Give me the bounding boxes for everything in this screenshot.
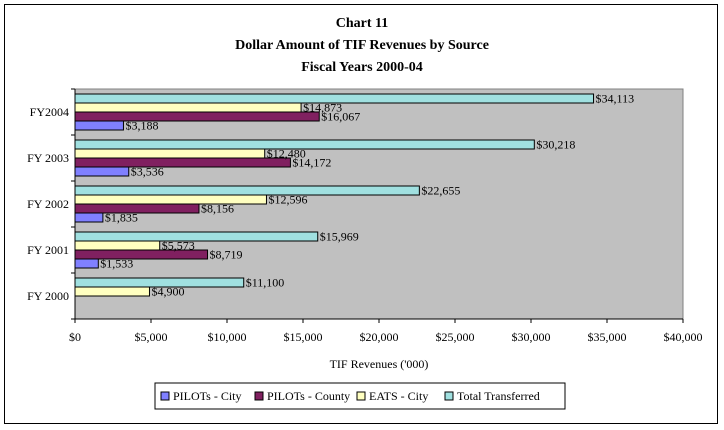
data-label-pilots-county-fy2004: $16,067 <box>321 110 360 124</box>
data-label-eats-city-fy-2003: $12,480 <box>267 147 306 161</box>
y-tick-label-fy-2001: FY 2001 <box>27 243 69 257</box>
chart-title-line-3: Fiscal Years 2000-04 <box>301 60 423 75</box>
legend-label-total-transferred: Total Transferred <box>457 389 540 403</box>
x-tick-label-10000: $10,000 <box>208 330 247 344</box>
chart-title-line-2: Dollar Amount of TIF Revenues by Source <box>235 38 489 53</box>
legend-label-pilots-city: PILOTs - City <box>173 389 242 403</box>
data-label-pilots-city-fy-2002: $1,835 <box>105 211 138 225</box>
bar-pilots-city-fy-2002 <box>74 212 104 223</box>
x-tick-label-35000: $35,000 <box>588 330 627 344</box>
bar-total-transferred-fy-2001 <box>74 231 319 242</box>
bars-group <box>74 93 595 297</box>
bar-pilots-city-fy-2003 <box>74 166 130 177</box>
legend-swatch-eats-city <box>356 391 366 401</box>
x-tick-label-20000: $20,000 <box>360 330 399 344</box>
legend-swatch-pilots-city <box>160 391 170 401</box>
y-tick-label-fy2004: FY2004 <box>30 105 69 119</box>
bar-pilots-county-fy2004 <box>74 111 320 122</box>
data-label-pilots-city-fy2004: $3,188 <box>125 119 158 133</box>
bar-total-transferred-fy-2002 <box>74 185 420 196</box>
data-label-eats-city-fy-2001: $5,573 <box>162 239 195 253</box>
bar-eats-city-fy-2000 <box>74 286 150 297</box>
bar-pilots-city-fy2004 <box>74 120 124 131</box>
data-label-total-transferred-fy-2000: $11,100 <box>246 276 285 290</box>
bar-eats-city-fy-2002 <box>74 194 267 205</box>
bar-eats-city-fy2004 <box>74 102 302 113</box>
y-tick-labels-group: FY2004 FY 2003 FY 2002 FY 2001 FY 2000 <box>27 105 69 303</box>
data-label-pilots-county-fy-2003: $14,172 <box>292 156 331 170</box>
y-tick-label-fy-2003: FY 2003 <box>27 151 69 165</box>
legend: PILOTs - City PILOTs - County EATS - City T… <box>154 382 566 410</box>
legend-swatch-total-transferred <box>444 391 454 401</box>
x-tick-label-25000: $25,000 <box>436 330 475 344</box>
x-tick-label-40000: $40,000 <box>664 330 703 344</box>
data-label-pilots-county-fy-2002: $8,156 <box>201 202 234 216</box>
x-tick-label-0: $0 <box>69 330 81 344</box>
data-label-eats-city-fy2004: $14,873 <box>303 101 342 115</box>
data-label-total-transferred-fy2004: $34,113 <box>596 92 635 106</box>
bar-pilots-county-fy-2003 <box>74 157 291 168</box>
chart-frame: Chart 11 Dollar Amount of TIF Revenues b… <box>4 4 718 424</box>
chart-title-line-1: Chart 11 <box>336 16 389 31</box>
axes-group <box>71 88 684 323</box>
data-label-eats-city-fy-2002: $12,596 <box>268 193 307 207</box>
bar-eats-city-fy-2003 <box>74 148 266 159</box>
legend-label-eats-city: EATS - City <box>369 389 428 403</box>
x-tick-labels-group: $0 $5,000 $10,000 $15,000 $20,000 $25,000 $30,… <box>69 330 703 344</box>
x-tick-label-30000: $30,000 <box>512 330 551 344</box>
data-label-total-transferred-fy-2002: $22,655 <box>421 184 460 198</box>
data-label-pilots-city-fy-2003: $3,536 <box>131 165 164 179</box>
data-label-total-transferred-fy-2003: $30,218 <box>536 138 575 152</box>
data-label-pilots-city-fy-2001: $1,533 <box>100 257 133 271</box>
data-label-eats-city-fy-2000: $4,900 <box>151 285 184 299</box>
bar-eats-city-fy-2001 <box>74 240 161 251</box>
x-tick-label-5000: $5,000 <box>135 330 168 344</box>
chart-svg: Chart 11 Dollar Amount of TIF Revenues b… <box>27 16 703 410</box>
y-tick-label-fy-2002: FY 2002 <box>27 197 69 211</box>
chart-title: Chart 11 Dollar Amount of TIF Revenues b… <box>235 16 489 75</box>
legend-swatch-pilots-county <box>254 391 264 401</box>
data-labels-group: $3,188 $16,067$14,873 $34,113 $3,536 $14,172… <box>100 92 634 299</box>
bar-pilots-city-fy-2001 <box>74 258 99 269</box>
y-tick-label-fy-2000: FY 2000 <box>27 289 69 303</box>
data-label-pilots-county-fy-2001: $8,719 <box>210 248 243 262</box>
data-label-total-transferred-fy-2001: $15,969 <box>320 230 359 244</box>
x-tick-label-15000: $15,000 <box>284 330 323 344</box>
x-axis-title: TIF Revenues ('000) <box>330 357 429 371</box>
legend-label-pilots-county: PILOTs - County <box>267 389 350 403</box>
